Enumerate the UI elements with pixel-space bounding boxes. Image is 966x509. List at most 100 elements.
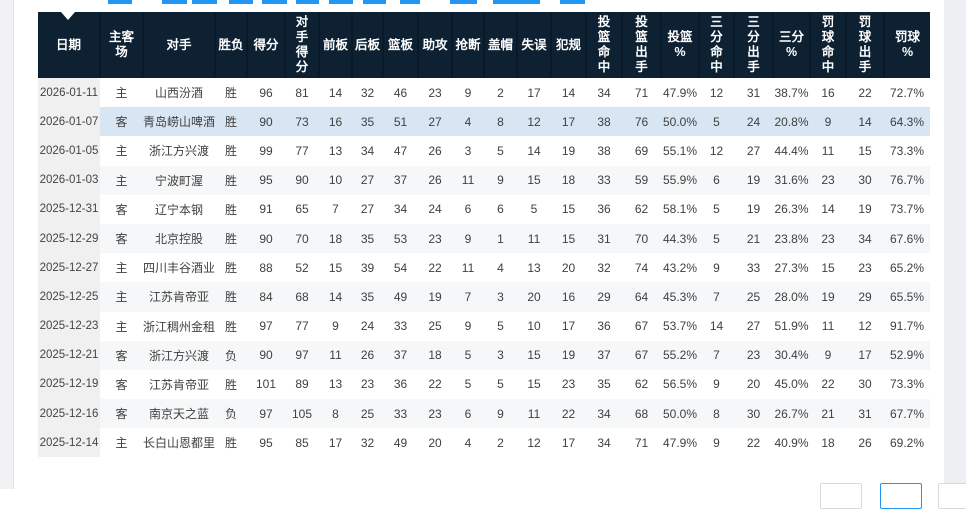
stat-cell: 11 bbox=[821, 319, 835, 334]
stat-cell: 主 bbox=[115, 86, 128, 101]
stat-cell: 43.2% bbox=[663, 260, 698, 275]
column-header[interactable]: 投 篮 出 手 bbox=[622, 12, 663, 78]
pagination-button[interactable] bbox=[938, 483, 966, 509]
column-header[interactable]: 对手 bbox=[143, 12, 217, 78]
table-row[interactable]: 2025-12-29 客北京控股胜 90 70 18 35 53 23 9 1 11 15 31 70 44… bbox=[38, 223, 931, 254]
stat-cell: 67 bbox=[634, 319, 649, 334]
column-header[interactable]: 三 分 命 中 bbox=[699, 12, 736, 78]
column-header[interactable]: 投篮 % bbox=[661, 12, 701, 78]
toolbar-button-remnant[interactable] bbox=[192, 0, 217, 4]
toolbar-button-remnant[interactable] bbox=[262, 0, 287, 4]
stat-cell: 34 bbox=[597, 435, 611, 450]
stat-cell: 31 bbox=[858, 406, 872, 421]
toolbar-button-remnant[interactable] bbox=[329, 0, 353, 4]
stat-cell: 50.0% bbox=[663, 114, 698, 129]
stat-cell: 23 bbox=[821, 173, 835, 188]
column-header[interactable]: 三分 % bbox=[773, 12, 812, 78]
stat-cell: 19 bbox=[561, 348, 576, 363]
stat-cell: 36 bbox=[597, 319, 611, 334]
stat-cell: 30 bbox=[858, 377, 872, 392]
toolbar-button-remnant[interactable] bbox=[450, 0, 477, 4]
column-header[interactable]: 后板 bbox=[352, 12, 385, 78]
stat-cell: 55.9% bbox=[663, 173, 698, 188]
stat-cell: 9 bbox=[713, 377, 720, 392]
stat-cell: 2 bbox=[497, 85, 504, 100]
stat-cell: 14 bbox=[561, 85, 576, 100]
table-row[interactable]: 2025-12-19 客 江苏肯帝亚胜 101 89 13 23 36 22 5 5 15 23 35 62… bbox=[38, 369, 930, 400]
pagination-button-active[interactable] bbox=[880, 483, 922, 509]
toolbar-button-remnant[interactable] bbox=[363, 0, 386, 4]
pagination-button[interactable] bbox=[820, 483, 862, 509]
column-header[interactable]: 助攻 bbox=[418, 12, 454, 78]
toolbar-button-remnant[interactable] bbox=[296, 0, 319, 4]
column-header[interactable]: 失误 bbox=[517, 12, 553, 78]
stat-cell: 22 bbox=[561, 406, 576, 421]
toolbar-button-remnant[interactable] bbox=[400, 0, 420, 4]
stat-cell: 38 bbox=[597, 143, 611, 158]
table-row[interactable]: 2025-12-27 主四川丰谷酒业胜 88 52 15 39 54 22 11 4 13 20 32 7… bbox=[38, 253, 930, 283]
toolbar-button-remnant[interactable] bbox=[162, 0, 187, 4]
table-row[interactable]: 2025-12-31 客辽宁本钢胜 91 65 7 27 34 24 6 6 5 15 36 62 58.1… bbox=[38, 194, 930, 224]
stat-cell: 17 bbox=[561, 319, 576, 334]
stat-cell: 45.0% bbox=[774, 377, 809, 392]
column-header[interactable]: 主客 场 bbox=[100, 12, 144, 78]
toolbar-button-remnant[interactable] bbox=[108, 0, 132, 4]
column-header[interactable]: 三 分 出 手 bbox=[734, 12, 775, 78]
column-header[interactable]: 抢断 bbox=[452, 12, 486, 78]
column-header[interactable]: 投 篮 命 中 bbox=[586, 12, 624, 78]
column-header[interactable]: 犯规 bbox=[551, 12, 588, 78]
stat-cell: 18 bbox=[328, 231, 343, 246]
stat-cell: 91.7% bbox=[890, 319, 925, 334]
column-header[interactable]: 罚 球 命 中 bbox=[810, 12, 848, 78]
table-row[interactable]: 2026-01-07 客青岛崂山啤酒胜 90 73 16 35 51 27 4 8 12 17 38 76… bbox=[38, 107, 931, 137]
toolbar-button-remnant[interactable] bbox=[560, 0, 585, 4]
stat-cell: 11 bbox=[329, 348, 342, 363]
stat-cell: 北京控股 bbox=[155, 232, 204, 247]
stat-cell: 70 bbox=[634, 231, 649, 246]
stat-cell: 38.7% bbox=[774, 85, 809, 100]
stat-cell: 胜 bbox=[225, 86, 238, 101]
stat-cell: 主 bbox=[115, 173, 128, 188]
stat-cell: 44.4% bbox=[774, 143, 809, 158]
stat-cell: 主 bbox=[115, 261, 128, 276]
table-row[interactable]: 2026-01-03 主 宁波町渥 胜 95 90 10 27 37 26 11 9 15 18 33 59 5… bbox=[38, 165, 931, 195]
stat-cell: 49 bbox=[393, 435, 408, 450]
stat-cell: 35 bbox=[360, 289, 375, 304]
stat-cell: 11 bbox=[527, 231, 541, 246]
stat-cell: 33 bbox=[597, 173, 611, 188]
stat-cell: 44.3% bbox=[663, 231, 698, 246]
toolbar-button-remnant[interactable] bbox=[229, 0, 253, 4]
column-header[interactable]: 得分 bbox=[247, 12, 287, 78]
toolbar-button-remnant[interactable] bbox=[493, 0, 540, 4]
table-row[interactable]: 2026-01-11 主 山西汾酒 胜 96 81 14 32 46 23 9 2 17 14 34 71 47… bbox=[38, 78, 930, 108]
table-row[interactable]: 2025-12-21 客浙江方兴渡负 90 97 11 26 37 18 5 3 15 19 37 67 5… bbox=[38, 340, 931, 370]
table-header: 日期 主客 场对手 胜负 得分对 手 得 分前板 后板 篮板 助攻 抢断 盖帽 失误 犯规投 篮 命… bbox=[38, 12, 931, 78]
stat-cell: 13 bbox=[328, 143, 343, 158]
stat-cell: 34 bbox=[858, 231, 872, 246]
stat-cell: 95 bbox=[259, 435, 273, 450]
stat-cell: 26.7% bbox=[774, 406, 809, 421]
table-row[interactable]: 2025-12-14 主长白山恩都里胜 95 85 17 32 49 20 4 2 12 17 34 71… bbox=[38, 428, 930, 458]
stat-cell: 15 bbox=[527, 377, 541, 392]
stat-cell: 32 bbox=[597, 260, 611, 275]
scrollbar-track[interactable] bbox=[944, 0, 966, 489]
column-header[interactable]: 胜负 bbox=[215, 12, 249, 78]
column-header[interactable]: 日期 bbox=[38, 12, 101, 78]
stat-cell: 27 bbox=[746, 319, 761, 334]
column-header[interactable]: 对 手 得 分 bbox=[285, 12, 321, 78]
table-row[interactable]: 2025-12-23 主浙江稠州金租胜 97 77 9 24 33 25 9 5 10 17 36 67 5… bbox=[38, 311, 930, 341]
column-header[interactable]: 罚球 % bbox=[884, 12, 931, 78]
table-row[interactable]: 2025-12-16 客 南京天之蓝负 97 105 8 25 33 23 6 9 11 22 34 68 5… bbox=[38, 399, 931, 429]
column-header[interactable]: 盖帽 bbox=[484, 12, 519, 78]
stat-cell: 65.5% bbox=[890, 289, 925, 304]
stat-cell: 16 bbox=[328, 114, 343, 129]
table-row[interactable]: 2026-01-05 主 浙江方兴渡胜 99 77 13 34 47 26 3 5 14 19 38 69 5… bbox=[38, 136, 930, 166]
stat-cell: 21 bbox=[746, 231, 761, 246]
column-header[interactable]: 篮板 bbox=[383, 12, 420, 78]
table-row[interactable]: 2025-12-25 主 江苏肯帝亚胜 84 68 14 35 49 19 7 3 20 16 29 64 4… bbox=[38, 282, 931, 312]
column-header[interactable]: 前板 bbox=[319, 12, 354, 78]
column-header[interactable]: 罚 球 出 手 bbox=[846, 12, 886, 78]
stat-cell: 主 bbox=[115, 144, 128, 159]
stat-cell: 9 bbox=[824, 114, 832, 129]
stat-cell: 25 bbox=[746, 289, 761, 304]
